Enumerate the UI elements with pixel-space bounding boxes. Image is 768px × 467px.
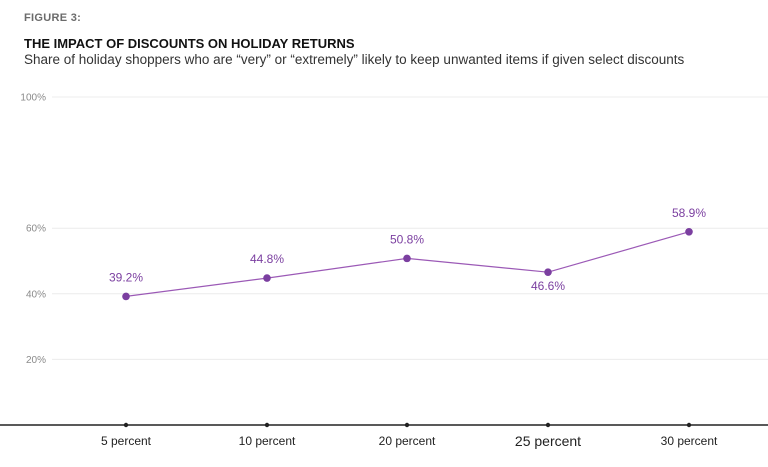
data-labels: 39.2% 44.8% 50.8% 46.6% 58.9%: [109, 206, 706, 293]
x-tick-label: 20 percent: [379, 434, 436, 448]
data-label: 50.8%: [390, 232, 424, 246]
y-tick-label: 40%: [26, 289, 46, 300]
x-tick-mark: [404, 422, 410, 428]
y-tick-label: 20%: [26, 355, 46, 366]
data-label: 39.2%: [109, 270, 143, 284]
x-tick-mark: [686, 422, 692, 428]
chart-subtitle: Share of holiday shoppers who are “very”…: [24, 52, 685, 67]
x-tick-mark: [545, 422, 551, 428]
data-label: 44.8%: [250, 252, 284, 266]
y-tick-label: 60%: [26, 224, 46, 235]
figure-label: FIGURE 3:: [24, 12, 82, 24]
chart-title: THE IMPACT OF DISCOUNTS ON HOLIDAY RETUR…: [24, 36, 355, 51]
data-point: [403, 254, 411, 263]
x-tick-label: 5 percent: [101, 434, 152, 448]
data-point: [263, 274, 271, 282]
x-tick-label: 10 percent: [239, 434, 296, 448]
data-label: 58.9%: [672, 206, 706, 220]
data-point: [544, 268, 552, 276]
data-label: 46.6%: [531, 279, 565, 293]
x-tick-mark: [123, 422, 129, 428]
data-point: [685, 228, 693, 236]
data-point: [122, 292, 130, 301]
x-tick-mark: [264, 422, 270, 428]
y-axis-ticks: 100% 60% 40% 20%: [20, 93, 46, 366]
x-tick-label: 25 percent: [515, 433, 581, 449]
y-tick-label: 100%: [20, 93, 46, 104]
data-points: [122, 228, 693, 301]
x-tick-label: 30 percent: [661, 434, 718, 448]
gridlines: [52, 96, 768, 360]
x-axis-ticks: 5 percent 10 percent 20 percent 25 percent 3…: [101, 422, 718, 449]
